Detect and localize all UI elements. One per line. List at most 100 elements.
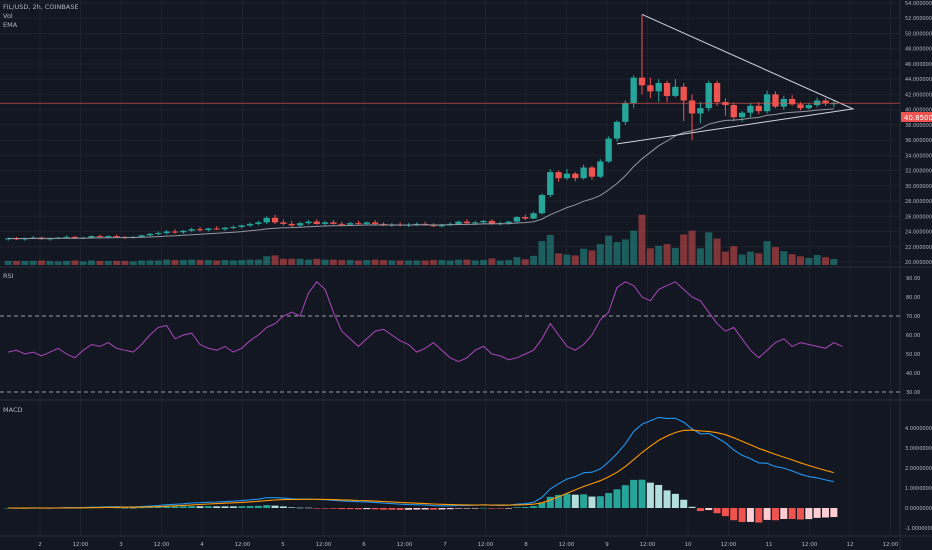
candle-body bbox=[371, 222, 379, 224]
macd-histogram-bar bbox=[730, 508, 738, 521]
volume-bar bbox=[630, 230, 638, 265]
candle-body bbox=[705, 82, 712, 109]
time-tick-label: 12 bbox=[847, 542, 854, 548]
volume-bar bbox=[88, 260, 96, 265]
volume-bar bbox=[271, 255, 279, 265]
volume-bar bbox=[705, 232, 713, 265]
triangle-pattern-drawing[interactable] bbox=[616, 13, 855, 145]
candle-body bbox=[622, 103, 629, 122]
candle-body bbox=[255, 222, 262, 224]
time-tick-label: 2 bbox=[38, 542, 42, 548]
macd-histogram-bar bbox=[530, 506, 538, 508]
macd-histogram-bar bbox=[621, 485, 629, 508]
candle-body bbox=[155, 233, 162, 235]
volume-bar bbox=[38, 260, 46, 265]
candle-body bbox=[780, 98, 787, 107]
candle-body bbox=[296, 223, 304, 226]
time-tick-label: 8 bbox=[524, 542, 528, 548]
volume-bar bbox=[605, 235, 613, 265]
price-tick-label: 48.000000 bbox=[905, 47, 932, 53]
candle-body bbox=[730, 105, 737, 118]
macd-histogram-bar bbox=[221, 506, 229, 508]
time-axis[interactable]: 2 12:00 3 12:00 4 12:00 5 12:00 6 12:00 7 12:00 8 12:… bbox=[38, 542, 899, 548]
volume-bar bbox=[371, 259, 379, 265]
volume-bar bbox=[388, 260, 396, 265]
volume-bar bbox=[480, 260, 488, 265]
volume-bar bbox=[430, 260, 438, 265]
volume-bar bbox=[521, 259, 529, 265]
volume-legend[interactable]: Vol bbox=[3, 12, 13, 20]
candle-body bbox=[597, 161, 604, 177]
volume-bar bbox=[354, 260, 362, 265]
macd-histogram-bar bbox=[605, 493, 613, 508]
time-tick-label: 9 bbox=[605, 542, 609, 548]
volume-bar bbox=[771, 247, 779, 265]
volume-bar bbox=[688, 230, 696, 265]
candle-body bbox=[538, 194, 546, 214]
macd-histogram-bar bbox=[271, 505, 279, 508]
macd-histogram-bar bbox=[188, 506, 196, 508]
volume-bar bbox=[813, 255, 821, 265]
symbol-title[interactable]: FIL/USD, 2h, COINBASE bbox=[3, 3, 78, 11]
time-tick-label: 12:00 bbox=[235, 542, 251, 548]
macd-histogram-bar bbox=[696, 508, 704, 512]
candle-body bbox=[88, 236, 95, 238]
macd-histogram-bar bbox=[204, 506, 212, 508]
time-tick-label: 12:00 bbox=[802, 542, 818, 548]
macd-histogram-bar bbox=[329, 508, 337, 509]
macd-histogram-bar bbox=[680, 499, 688, 508]
macd-histogram-bar bbox=[238, 506, 246, 508]
volume-bars bbox=[4, 214, 838, 265]
volume-bar bbox=[646, 248, 654, 265]
volume-bar bbox=[638, 214, 646, 265]
macd-histogram-bar bbox=[571, 494, 579, 508]
candle-body bbox=[805, 105, 812, 109]
macd-signal-line bbox=[8, 429, 834, 509]
volume-bar bbox=[238, 260, 246, 265]
macd-histogram-bar bbox=[513, 507, 521, 508]
price-tick-label: 24.000000 bbox=[905, 230, 932, 236]
candle-body bbox=[96, 236, 104, 238]
candle-body bbox=[813, 100, 821, 106]
volume-bar bbox=[229, 260, 237, 265]
macd-histogram-bar bbox=[304, 507, 312, 509]
macd-histogram-bar bbox=[563, 493, 571, 508]
volume-bar bbox=[154, 260, 162, 265]
price-axis[interactable]: 54.000000 52.000000 50.000000 48.000000 46.0… bbox=[905, 1, 932, 266]
candle-body bbox=[330, 222, 337, 224]
candle-body bbox=[463, 221, 471, 224]
candle-body bbox=[313, 221, 320, 224]
candle-body bbox=[530, 213, 537, 219]
macd-histogram-bar bbox=[263, 505, 271, 508]
macd-histogram-bar bbox=[430, 508, 438, 510]
candle-body bbox=[513, 217, 521, 222]
macd-histogram-bar bbox=[463, 508, 471, 509]
macd-histogram-bar bbox=[404, 508, 412, 510]
macd-legend[interactable]: MACD bbox=[3, 406, 22, 414]
volume-bar bbox=[621, 239, 629, 265]
candle-body bbox=[238, 225, 245, 227]
candle-body bbox=[472, 222, 479, 224]
macd-histogram-bar bbox=[313, 508, 321, 509]
macd-histogram-bar bbox=[788, 508, 796, 519]
candle-body bbox=[246, 223, 254, 226]
candle-body bbox=[755, 105, 762, 112]
macd-histogram-bar bbox=[346, 508, 354, 510]
macd-axis[interactable]: 4.0000000 3.0000000 2.0000000 1.0000000 0.00… bbox=[905, 426, 932, 532]
ema-legend[interactable]: EMA bbox=[3, 21, 18, 29]
macd-histogram-bar bbox=[279, 506, 287, 508]
candle-body bbox=[638, 77, 646, 86]
price-tick-label: 34.000000 bbox=[905, 153, 932, 159]
candle-body bbox=[146, 233, 154, 236]
volume-bar bbox=[146, 260, 154, 265]
candle-body bbox=[797, 104, 804, 109]
rsi-legend[interactable]: RSI bbox=[3, 272, 14, 280]
candle-body bbox=[71, 236, 79, 239]
macd-histogram-bar bbox=[471, 508, 479, 509]
volume-bar bbox=[421, 260, 429, 265]
volume-bar bbox=[196, 260, 204, 265]
time-tick-label: 12:00 bbox=[640, 542, 656, 548]
candle-body bbox=[480, 220, 487, 223]
rsi-axis[interactable]: 90.00 80.00 70.00 60.00 50.00 40.00 30.00 bbox=[906, 276, 920, 396]
